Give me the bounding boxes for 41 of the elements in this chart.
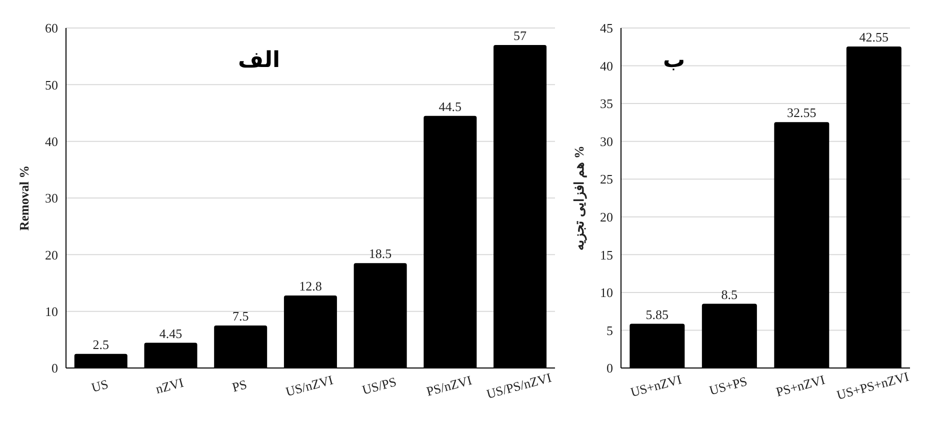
x-tick-label: US/PS [360,374,398,398]
y-tick-label: 20 [45,247,58,262]
y-axis-title: Removal % [16,165,32,231]
y-tick-label: 35 [600,96,613,112]
data-label: 2.5 [92,336,110,352]
x-tick-label: PS [230,376,248,395]
y-axis-title: هم افزایی تجزیه % [572,146,588,250]
data-label: 7.5 [232,308,249,324]
data-label: 5.85 [646,306,669,322]
y-tick-label: 40 [600,58,613,74]
x-tick-label: US [90,376,110,396]
y-tick-label: 15 [600,247,613,262]
data-label: 4.45 [159,326,182,341]
data-label: 18.5 [368,246,392,262]
y-tick-label: 20 [600,210,613,225]
x-tick-label: US/nZVI [284,372,335,400]
y-tick-label: 0 [52,360,58,376]
y-tick-label: 30 [45,190,58,206]
x-tick-label: US+PS [708,373,749,398]
data-label: 57 [514,28,528,43]
y-tick-label: 50 [45,77,58,92]
x-tick-label: US+nZVI [628,372,684,400]
data-label: 12.8 [299,278,322,294]
y-tick-label: 0 [606,360,613,376]
data-label: 44.5 [438,98,462,114]
y-tick-label: 60 [45,20,58,36]
y-tick-label: 5 [606,322,613,338]
x-tick-label: nZVI [154,374,186,397]
data-label: 32.55 [787,105,816,120]
y-tick-label: 40 [45,134,58,149]
data-label: 8.5 [721,286,738,302]
data-label: 42.55 [859,30,889,45]
y-tick-label: 45 [600,20,613,36]
text: ب [663,48,686,73]
text: الف [238,48,280,73]
x-tick-label: PS/nZVI [424,372,474,399]
x-tick-label: PS+nZVI [774,372,827,400]
y-tick-label: 30 [600,134,613,149]
y-tick-label: 10 [45,304,58,319]
y-tick-label: 10 [600,285,613,300]
y-tick-label: 25 [600,172,613,187]
